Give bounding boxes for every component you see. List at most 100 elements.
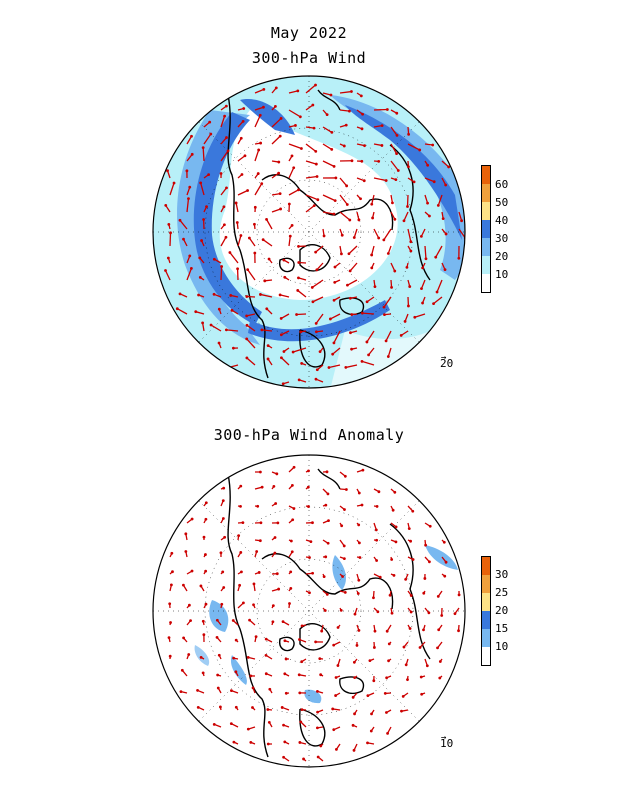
- wind-arrow-head: [385, 711, 388, 714]
- wind-arrow-head: [401, 694, 405, 698]
- wind-arrow: [322, 126, 333, 133]
- anomaly-vectors: [167, 465, 461, 762]
- colorbar-swatch: [482, 274, 490, 292]
- wind-arrow-head: [360, 503, 364, 507]
- wind-arrow-head: [368, 659, 372, 662]
- wind-arrow: [220, 266, 223, 281]
- wind-arrow-head: [437, 628, 441, 632]
- wind-arrow: [305, 104, 314, 111]
- shade-30-40-west: [193, 112, 262, 325]
- wind-arrow-head: [219, 551, 223, 555]
- wind-arrow-head: [247, 236, 251, 240]
- wind-arrow-head: [326, 541, 330, 545]
- wind-arrow-head: [357, 218, 361, 222]
- wind-arrow-head: [204, 517, 208, 521]
- wind-arrow-head: [187, 653, 191, 656]
- wind-arrow-head: [209, 132, 213, 136]
- wind-arrow-head: [253, 222, 256, 226]
- wind-arrow-head: [283, 275, 287, 279]
- wind-arrow-head: [334, 176, 338, 180]
- wind-arrow-head: [390, 558, 394, 561]
- wind-arrow-head: [300, 660, 304, 664]
- wind-arrow-head: [349, 331, 352, 335]
- wind-arrow: [458, 211, 463, 221]
- wind-arrow-head: [218, 705, 222, 709]
- wind-arrow: [202, 147, 205, 162]
- coast-island: [278, 257, 295, 273]
- wind-arrow-head: [384, 179, 388, 182]
- wind-arrow-head: [169, 583, 173, 587]
- wind-arrow-head: [308, 556, 311, 559]
- wind-arrow-head: [323, 609, 327, 612]
- wind-arrow-head: [288, 234, 292, 238]
- wind-arrow: [371, 194, 375, 205]
- wind-arrow-head: [314, 250, 318, 254]
- colorbar-swatch: [482, 256, 490, 274]
- wind-arrow-head: [409, 539, 412, 543]
- wind-arrow-head: [204, 602, 208, 606]
- wind-arrow: [305, 205, 315, 213]
- wind-arrow-head: [370, 253, 374, 257]
- wind-arrow-head: [353, 676, 357, 680]
- wind-colorbar: [481, 165, 491, 293]
- wind-arrow-head: [307, 505, 310, 508]
- wind-arrow-head: [242, 601, 245, 605]
- wind-arrow-head: [241, 521, 245, 525]
- wind-arrow-head: [240, 570, 243, 574]
- wind-arrow-head: [318, 350, 322, 354]
- coast-pacific-islands: [317, 89, 341, 111]
- wind-arrow-head: [194, 310, 198, 314]
- wind-arrow-head: [274, 502, 278, 505]
- wind-arrow-head: [252, 582, 256, 586]
- wind-arrow-head: [234, 670, 238, 674]
- wind-arrow-head: [341, 575, 344, 578]
- wind-arrow-head: [182, 237, 185, 241]
- wind-arrow-head: [277, 171, 281, 175]
- wind-arrow-head: [322, 234, 326, 238]
- wind-arrow-head: [239, 234, 243, 237]
- wind-arrow: [262, 239, 273, 247]
- wind-arrow-head: [347, 252, 351, 256]
- wind-arrow-head: [241, 119, 245, 123]
- wind-arrow-head: [283, 740, 287, 744]
- wind-arrow: [407, 143, 420, 151]
- wind-arrow: [390, 262, 396, 272]
- shade-under-10-core: [219, 110, 398, 300]
- wind-arrow-head: [215, 636, 219, 639]
- coast-asia-east: [389, 523, 431, 660]
- wind-arrow: [265, 219, 273, 230]
- wind-arrow-head: [277, 587, 281, 591]
- shade-30-40-north: [240, 99, 295, 135]
- wind-arrow-head: [291, 350, 295, 354]
- wind-arrow-head: [282, 258, 286, 262]
- wind-arrow-head: [190, 152, 194, 156]
- wind-arrow-head: [343, 508, 346, 511]
- wind-arrow-head: [273, 551, 277, 555]
- wind-arrow-head: [395, 111, 399, 115]
- wind-arrow: [328, 364, 341, 369]
- wind-arrow-head: [167, 636, 171, 640]
- wind-arrow-head: [287, 202, 291, 206]
- wind-arrow: [424, 177, 435, 183]
- coast-arctic-rim: [261, 553, 394, 610]
- anomaly-colorbar: [481, 556, 491, 666]
- wind-arrow: [407, 228, 412, 242]
- wind-arrow-head: [260, 485, 264, 489]
- colorbar-swatch: [482, 202, 490, 220]
- wind-reference-vector: → 20: [440, 353, 453, 370]
- wind-arrow-head: [342, 144, 346, 148]
- wind-arrow-head: [259, 141, 263, 145]
- wind-arrow-head: [264, 672, 268, 676]
- wind-arrow-head: [407, 132, 411, 136]
- wind-arrow-head: [377, 490, 381, 494]
- wind-arrow-head: [275, 572, 279, 576]
- wind-arrow-head: [311, 300, 315, 304]
- wind-arrow: [339, 90, 352, 94]
- wind-arrow-head: [428, 214, 431, 218]
- wind-arrow: [424, 194, 429, 204]
- anomaly-shade-north: [332, 555, 346, 590]
- wind-arrow-head: [212, 257, 216, 261]
- wind-arrow-head: [435, 290, 439, 294]
- wind-arrow-head: [224, 235, 228, 239]
- anomaly-map-border: [152, 454, 466, 768]
